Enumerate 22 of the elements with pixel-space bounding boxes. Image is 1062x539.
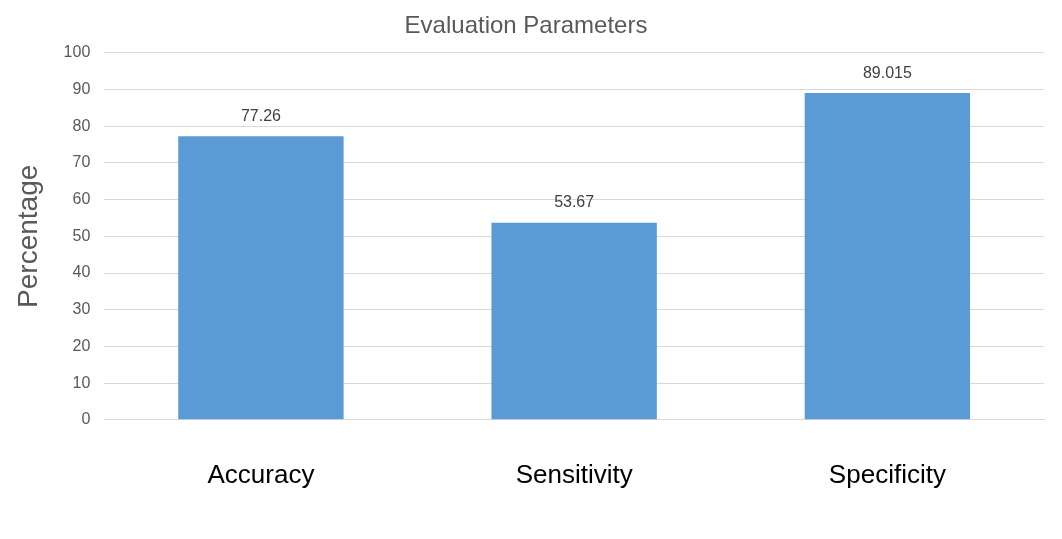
chart-title: Evaluation Parameters [404, 11, 648, 39]
y-axis-title: Percentage [11, 164, 43, 308]
y-tick-label: 60 [72, 190, 91, 208]
bar [804, 93, 971, 420]
data-label: 53.67 [554, 193, 595, 211]
bar [178, 136, 344, 420]
y-tick-label: 90 [72, 79, 91, 97]
x-tick-label: Sensitivity [515, 458, 633, 489]
y-tick-label: 30 [72, 300, 91, 318]
y-tick-label: 0 [81, 410, 91, 428]
y-tick-label: 10 [72, 373, 91, 391]
y-tick-label: 100 [63, 43, 91, 61]
data-label: 89.015 [862, 63, 912, 81]
x-tick-label: Specificity [828, 458, 946, 489]
y-tick-label: 50 [72, 226, 91, 244]
y-tick-label: 80 [72, 116, 91, 134]
x-tick-label: Accuracy [207, 458, 315, 489]
data-label: 77.26 [240, 106, 282, 124]
y-tick-label: 70 [72, 153, 91, 171]
y-tick-label: 20 [72, 336, 91, 354]
bar [491, 222, 657, 420]
y-tick-label: 40 [72, 263, 91, 281]
